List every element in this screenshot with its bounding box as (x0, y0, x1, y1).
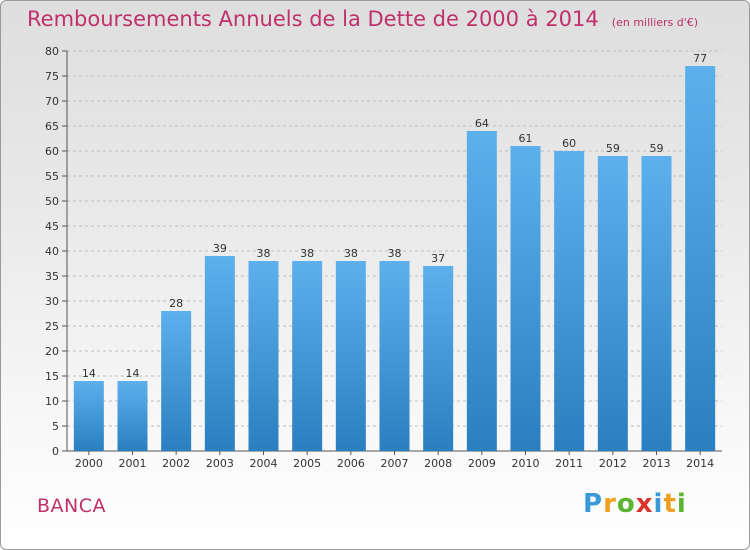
x-tick-label-2011: 2011 (555, 457, 583, 470)
bar-2000 (73, 381, 104, 451)
value-label-2005: 38 (300, 247, 314, 260)
bar-2014 (685, 66, 716, 451)
bar-2011 (554, 151, 585, 451)
y-tick-label: 60 (45, 145, 59, 158)
value-label-2004: 38 (257, 247, 271, 260)
value-label-2009: 64 (475, 117, 489, 130)
y-tick-label: 0 (52, 445, 59, 458)
value-label-2003: 39 (213, 242, 227, 255)
bar-2009 (466, 131, 497, 451)
value-label-2007: 38 (388, 247, 402, 260)
y-tick-label: 30 (45, 295, 59, 308)
y-tick-label: 15 (45, 370, 59, 383)
logo-letter: o (616, 489, 636, 519)
title-row: Remboursements Annuels de la Dette de 20… (27, 7, 698, 31)
logo-letter: x (635, 489, 654, 519)
bar-layer (73, 66, 716, 451)
x-tick-label-2001: 2001 (119, 457, 147, 470)
axis-layer: 0 5 10 15 20 25 30 35 40 45 50 55 60 65 70 75 80 2000 2001… (45, 45, 722, 470)
logo-letter: i (676, 489, 687, 519)
x-tick-label-2014: 2014 (686, 457, 714, 470)
value-label-2012: 59 (606, 142, 620, 155)
x-tick-label-2007: 2007 (381, 457, 409, 470)
x-tick-label-2008: 2008 (424, 457, 452, 470)
logo-letter: P (583, 489, 604, 519)
x-tick-label-2003: 2003 (206, 457, 234, 470)
x-tick-label-2010: 2010 (512, 457, 540, 470)
y-tick-label: 70 (45, 95, 59, 108)
bar-2003 (204, 256, 235, 451)
bar-2006 (335, 261, 366, 451)
bar-2007 (379, 261, 410, 451)
x-tick-label-2004: 2004 (250, 457, 278, 470)
y-tick-label: 20 (45, 345, 59, 358)
y-tick-label: 50 (45, 195, 59, 208)
logo-letter: r (603, 489, 617, 519)
value-label-2002: 28 (169, 297, 183, 310)
logo-letter: t (663, 489, 677, 519)
x-tick-label-2012: 2012 (599, 457, 627, 470)
value-label-2013: 59 (650, 142, 664, 155)
y-tick-label: 35 (45, 270, 59, 283)
x-tick-label-2000: 2000 (75, 457, 103, 470)
bar-2001 (117, 381, 148, 451)
y-tick-label: 5 (52, 420, 59, 433)
value-label-2000: 14 (82, 367, 96, 380)
commune-name: BANCA (37, 495, 107, 517)
y-tick-label: 40 (45, 245, 59, 258)
y-tick-label: 10 (45, 395, 59, 408)
x-tick-label-2009: 2009 (468, 457, 496, 470)
y-tick-label: 45 (45, 220, 59, 233)
chart-subtitle: (en milliers d'€) (611, 16, 699, 29)
value-label-2010: 61 (519, 132, 533, 145)
y-tick-label: 65 (45, 120, 59, 133)
x-tick-label-2002: 2002 (162, 457, 190, 470)
x-tick-label-2005: 2005 (293, 457, 321, 470)
value-label-2001: 14 (126, 367, 140, 380)
bar-2010 (510, 146, 541, 451)
value-label-2011: 60 (562, 137, 576, 150)
y-tick-label: 80 (45, 45, 59, 58)
chart-title: Remboursements Annuels de la Dette de 20… (27, 7, 599, 31)
logo-letter: i (653, 489, 664, 519)
bar-2008 (423, 266, 454, 451)
bar-2005 (292, 261, 323, 451)
x-tick-label-2006: 2006 (337, 457, 365, 470)
value-label-2014: 77 (693, 52, 707, 65)
y-tick-label: 75 (45, 70, 59, 83)
proxiti-logo[interactable]: Proxiti (583, 489, 687, 519)
label-layer: 14 14 28 39 38 38 38 38 37 64 61 60 59 59 77 (82, 52, 707, 380)
bar-2004 (248, 261, 279, 451)
bar-2012 (597, 156, 628, 451)
value-label-2008: 37 (431, 252, 445, 265)
y-tick-label: 55 (45, 170, 59, 183)
bar-2002 (161, 311, 192, 451)
y-tick-label: 25 (45, 320, 59, 333)
value-label-2006: 38 (344, 247, 358, 260)
x-tick-label-2013: 2013 (643, 457, 671, 470)
bar-2013 (641, 156, 672, 451)
